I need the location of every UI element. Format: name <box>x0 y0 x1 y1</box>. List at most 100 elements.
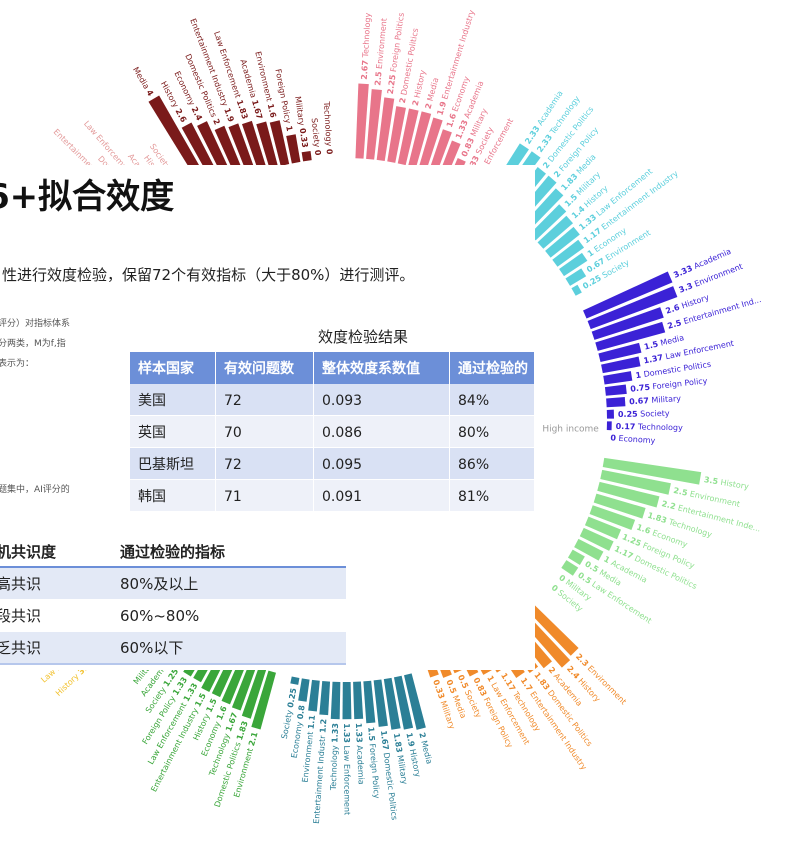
bar-value: 1.2 <box>318 719 328 734</box>
bar-value: 2.6 <box>174 107 189 124</box>
bar-value: 0.5 <box>456 673 470 690</box>
bar-value: 2 <box>397 97 407 104</box>
bar-label: Military 0.33 <box>294 96 310 149</box>
slide-title: 6+拟合效度 <box>0 177 174 217</box>
bar-label: 0.67 Military <box>629 393 682 405</box>
bar-value: 2.4 <box>190 105 204 122</box>
cell-text: 80%及以上 <box>120 575 198 593</box>
bar-name: History <box>412 69 427 99</box>
header-cell <box>130 352 215 384</box>
bar-name: Society <box>310 118 322 148</box>
bar <box>221 659 247 705</box>
bar-name: History <box>680 292 710 310</box>
bar-value: 0 <box>313 149 323 156</box>
bar-value: 1.67 <box>250 99 264 120</box>
cell-text: 乏共识 <box>0 639 41 657</box>
bar-value: 1.9 <box>435 100 448 117</box>
cell-text: 段共识 <box>0 607 41 625</box>
bar-value: 0.33 <box>298 127 310 148</box>
bar-name: Foreign Policy <box>368 743 382 799</box>
bar <box>600 469 671 495</box>
note-line: 分两类，M为f,指 <box>0 337 66 349</box>
bar-value: 1.83 <box>235 99 250 121</box>
cell <box>216 448 313 479</box>
bar <box>567 549 585 565</box>
bar-name: Economy <box>618 433 656 444</box>
bar <box>397 108 419 166</box>
bar-value: 1.1 <box>306 714 317 730</box>
bar <box>330 681 341 720</box>
bar-value: 1.17 <box>613 544 635 561</box>
bar-name: Media <box>425 76 440 102</box>
cell-text: 70 <box>224 425 242 441</box>
bar-value: 2 <box>418 732 428 740</box>
bar <box>559 252 588 277</box>
bar <box>393 675 414 730</box>
bar-value: 0 <box>325 149 334 156</box>
cell <box>314 480 449 511</box>
cell-text: 0.095 <box>322 457 362 473</box>
bar <box>526 603 579 656</box>
bar <box>598 342 642 362</box>
cell <box>314 448 449 479</box>
bar-name: Academia <box>355 745 366 785</box>
bar <box>228 123 257 177</box>
bar <box>418 117 443 171</box>
bar-value: 1.83 <box>234 720 249 742</box>
cell <box>450 448 534 479</box>
bar <box>269 120 290 167</box>
bar-name: Environment <box>300 731 315 783</box>
bar-value: 1.67 <box>379 730 390 751</box>
cell-text: 71 <box>224 489 242 505</box>
bar-name: Environment <box>374 18 388 70</box>
bar-name: Military <box>396 754 410 785</box>
bar-value: 1.6 <box>266 103 278 119</box>
bar-value: 1.5 <box>643 339 659 351</box>
bar-label: Society 0 <box>310 118 323 157</box>
bar <box>241 667 267 719</box>
bar-value: 1.37 <box>643 352 664 365</box>
bar-value: 1.9 <box>405 732 417 748</box>
bar-name: Technology <box>328 745 339 791</box>
bar-name: Entertainment Industr <box>311 734 326 824</box>
row-background <box>0 600 346 631</box>
bar-value: 2 <box>541 160 552 170</box>
bar-value: 0.67 <box>629 396 649 406</box>
bar-name: Technology <box>322 100 334 147</box>
bar-value: 0.25 <box>285 687 298 709</box>
bar <box>256 121 279 170</box>
header-text: 整体效度系数值 <box>321 360 420 377</box>
bar <box>606 432 607 442</box>
bar-value: 4 <box>145 88 156 98</box>
bar <box>301 150 312 162</box>
bar-value: 1.5 <box>367 727 377 742</box>
bar-label: Media 4 <box>131 65 155 98</box>
bar <box>597 481 660 508</box>
bar-value: 2 <box>552 169 562 179</box>
row-background <box>0 632 346 663</box>
bar <box>286 134 301 164</box>
bar-name: Economy <box>289 721 303 759</box>
bar-name: Society <box>279 709 293 740</box>
bar-name: Foreign Politics <box>388 12 405 73</box>
table-title: 效度检验结果 <box>318 328 408 346</box>
cell-text: 英国 <box>138 424 166 441</box>
bar-value: 3.3 <box>677 281 693 295</box>
cell-text: 81% <box>458 489 489 505</box>
bar-name: Media <box>659 333 685 347</box>
bar-name: Law Enforcement <box>590 579 653 625</box>
bar <box>537 215 574 249</box>
bar-value: 2.5 <box>666 318 683 331</box>
bar-value: 2.25 <box>385 73 397 94</box>
bar <box>308 679 320 712</box>
bar <box>290 676 300 685</box>
cell <box>450 384 534 415</box>
cell-text: 60%以下 <box>120 639 183 657</box>
bar-value: 1.6 <box>445 112 458 129</box>
bar <box>606 421 612 431</box>
bar <box>595 321 666 351</box>
bar-name: Military <box>294 96 307 127</box>
bar-label: 0 Economy <box>610 433 656 445</box>
bar-value: 1.33 <box>330 723 340 743</box>
